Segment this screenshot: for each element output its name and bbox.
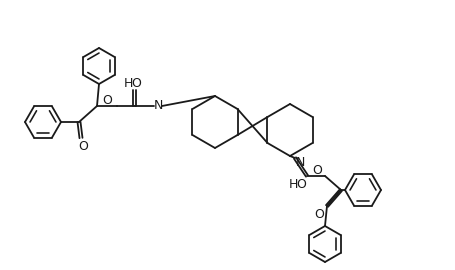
Text: O: O: [313, 208, 323, 221]
Text: H: H: [123, 76, 132, 89]
Text: O: O: [78, 140, 88, 154]
Text: O: O: [295, 177, 305, 191]
Text: O: O: [131, 76, 141, 89]
Text: O: O: [102, 93, 111, 106]
Text: O: O: [311, 164, 321, 177]
Text: H: H: [288, 177, 297, 191]
Text: N: N: [295, 156, 304, 168]
Text: N: N: [153, 99, 162, 112]
